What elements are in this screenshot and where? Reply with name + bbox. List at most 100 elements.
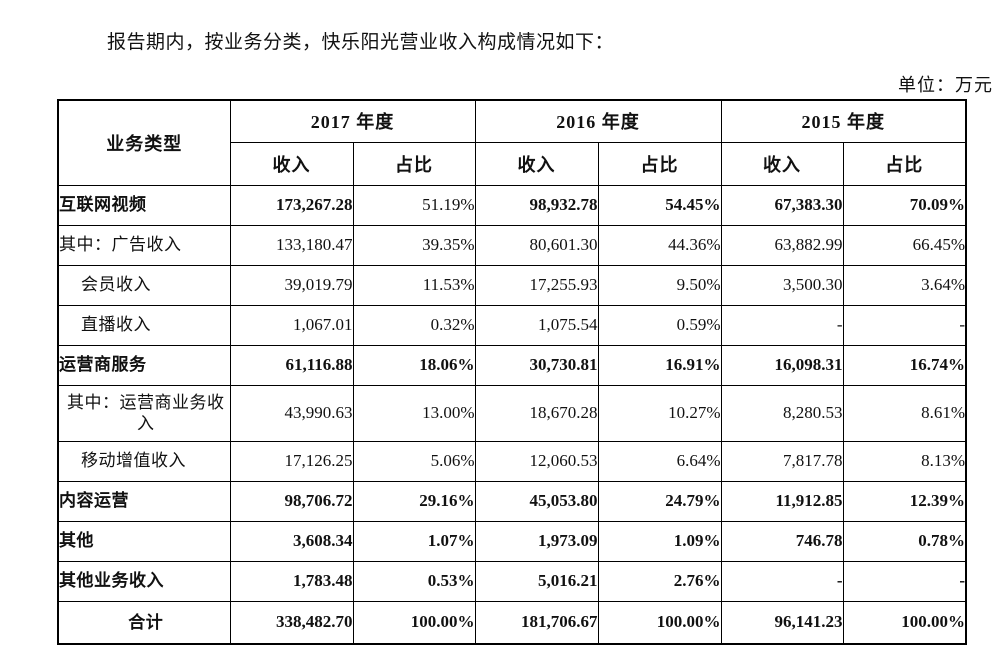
cell-value: 338,482.70	[229, 600, 354, 645]
cell-value: 1,067.01	[229, 304, 354, 346]
cell-value: -	[720, 304, 844, 346]
header-income-2017: 收入	[229, 141, 354, 186]
cell-value: 7,817.78	[720, 440, 844, 482]
cell-value: 70.09%	[842, 184, 967, 226]
cell-value: -	[720, 560, 844, 602]
cell-value: 0.78%	[842, 520, 967, 562]
cell-value: 5.06%	[352, 440, 476, 482]
table-row: 会员收入 39,019.79 11.53% 17,255.93 9.50% 3,500.3…	[57, 264, 967, 306]
cell-value: 98,932.78	[474, 184, 599, 226]
intro-paragraph: 报告期内，按业务分类，快乐阳光营业收入构成情况如下：	[107, 32, 615, 53]
cell-value: 0.32%	[352, 304, 476, 346]
header-business-type: 业务类型	[57, 99, 231, 186]
cell-value: 3.64%	[842, 264, 967, 306]
cell-value: 133,180.47	[229, 224, 354, 266]
header-ratio-2016: 占比	[597, 141, 722, 186]
cell-value: 2.76%	[597, 560, 722, 602]
cell-value: 63,882.99	[720, 224, 844, 266]
cell-value: 13.00%	[352, 384, 476, 442]
cell-value: 9.50%	[597, 264, 722, 306]
table-row: 合计 338,482.70 100.00% 181,706.67 100.00% 96,1…	[57, 600, 967, 645]
cell-value: 45,053.80	[474, 480, 599, 522]
cell-value: 39,019.79	[229, 264, 354, 306]
cell-value: 96,141.23	[720, 600, 844, 645]
table-row: 直播收入 1,067.01 0.32% 1,075.54 0.59% - -	[57, 304, 967, 346]
cell-value: 61,116.88	[229, 344, 354, 386]
cell-value: 0.59%	[597, 304, 722, 346]
cell-value: -	[842, 560, 967, 602]
table-row: 移动增值收入 17,126.25 5.06% 12,060.53 6.64% 7,817.…	[57, 440, 967, 482]
row-label: 内容运营	[57, 480, 231, 522]
cell-value: 17,126.25	[229, 440, 354, 482]
cell-value: 181,706.67	[474, 600, 599, 645]
cell-value: 1.09%	[597, 520, 722, 562]
cell-value: 8,280.53	[720, 384, 844, 442]
cell-value: 3,608.34	[229, 520, 354, 562]
cell-value: 80,601.30	[474, 224, 599, 266]
cell-value: 100.00%	[597, 600, 722, 645]
revenue-table: 业务类型 2017 年度 2016 年度 2015 年度 收入 占比 收入 占比…	[57, 99, 967, 645]
cell-value: 16.74%	[842, 344, 967, 386]
row-label: 互联网视频	[57, 184, 231, 226]
cell-value: 746.78	[720, 520, 844, 562]
cell-value: 12,060.53	[474, 440, 599, 482]
unit-label: 单位：万元	[898, 75, 993, 95]
cell-value: 3,500.30	[720, 264, 844, 306]
header-row-years: 业务类型 2017 年度 2016 年度 2015 年度	[57, 99, 967, 186]
table-header: 业务类型 2017 年度 2016 年度 2015 年度 收入 占比 收入 占比…	[57, 99, 967, 186]
header-year-2017: 2017 年度	[229, 99, 476, 143]
cell-value: 1,973.09	[474, 520, 599, 562]
cell-value: 8.61%	[842, 384, 967, 442]
header-ratio-2017: 占比	[352, 141, 476, 186]
row-label: 运营商服务	[57, 344, 231, 386]
row-label: 其他业务收入	[57, 560, 231, 602]
cell-value: 30,730.81	[474, 344, 599, 386]
row-label: 其中：运营商业务收入	[57, 384, 231, 442]
cell-value: 1.07%	[352, 520, 476, 562]
cell-value: 51.19%	[352, 184, 476, 226]
cell-value: 10.27%	[597, 384, 722, 442]
cell-value: 0.53%	[352, 560, 476, 602]
cell-value: 29.16%	[352, 480, 476, 522]
cell-value: 44.36%	[597, 224, 722, 266]
cell-value: 1,075.54	[474, 304, 599, 346]
cell-value: 100.00%	[352, 600, 476, 645]
cell-value: 17,255.93	[474, 264, 599, 306]
row-label: 其中：广告收入	[57, 224, 231, 266]
row-label: 移动增值收入	[57, 440, 231, 482]
cell-value: 98,706.72	[229, 480, 354, 522]
cell-value: 18,670.28	[474, 384, 599, 442]
table-row: 其中：运营商业务收入 43,990.63 13.00% 18,670.28 10.27%…	[57, 384, 967, 442]
cell-value: 18.06%	[352, 344, 476, 386]
row-label: 会员收入	[57, 264, 231, 306]
row-label: 合计	[57, 600, 231, 645]
header-year-2016: 2016 年度	[474, 99, 722, 143]
cell-value: 39.35%	[352, 224, 476, 266]
cell-value: 5,016.21	[474, 560, 599, 602]
header-row-subcolumns: 收入 占比 收入 占比 收入 占比	[58, 141, 967, 186]
table-row: 其他业务收入 1,783.48 0.53% 5,016.21 2.76% - -	[57, 560, 967, 602]
cell-value: 100.00%	[842, 600, 967, 645]
header-ratio-2015: 占比	[842, 141, 967, 186]
cell-value: 66.45%	[842, 224, 967, 266]
header-income-2016: 收入	[474, 141, 599, 186]
header-year-2015: 2015 年度	[720, 99, 967, 143]
cell-value: 173,267.28	[229, 184, 354, 226]
cell-value: 16.91%	[597, 344, 722, 386]
cell-value: -	[842, 304, 967, 346]
table-row: 内容运营 98,706.72 29.16% 45,053.80 24.79% 11,912…	[57, 480, 967, 522]
cell-value: 43,990.63	[229, 384, 354, 442]
cell-value: 6.64%	[597, 440, 722, 482]
row-label: 直播收入	[57, 304, 231, 346]
table-row: 互联网视频 173,267.28 51.19% 98,932.78 54.45% 67,3…	[57, 184, 967, 226]
table-row: 运营商服务 61,116.88 18.06% 30,730.81 16.91% 16,09…	[57, 344, 967, 386]
cell-value: 67,383.30	[720, 184, 844, 226]
cell-value: 1,783.48	[229, 560, 354, 602]
header-income-2015: 收入	[720, 141, 844, 186]
cell-value: 24.79%	[597, 480, 722, 522]
cell-value: 11.53%	[352, 264, 476, 306]
table-row: 其他 3,608.34 1.07% 1,973.09 1.09% 746.78 0.78%	[57, 520, 967, 562]
table-row: 其中：广告收入 133,180.47 39.35% 80,601.30 44.36% 63…	[57, 224, 967, 266]
cell-value: 8.13%	[842, 440, 967, 482]
